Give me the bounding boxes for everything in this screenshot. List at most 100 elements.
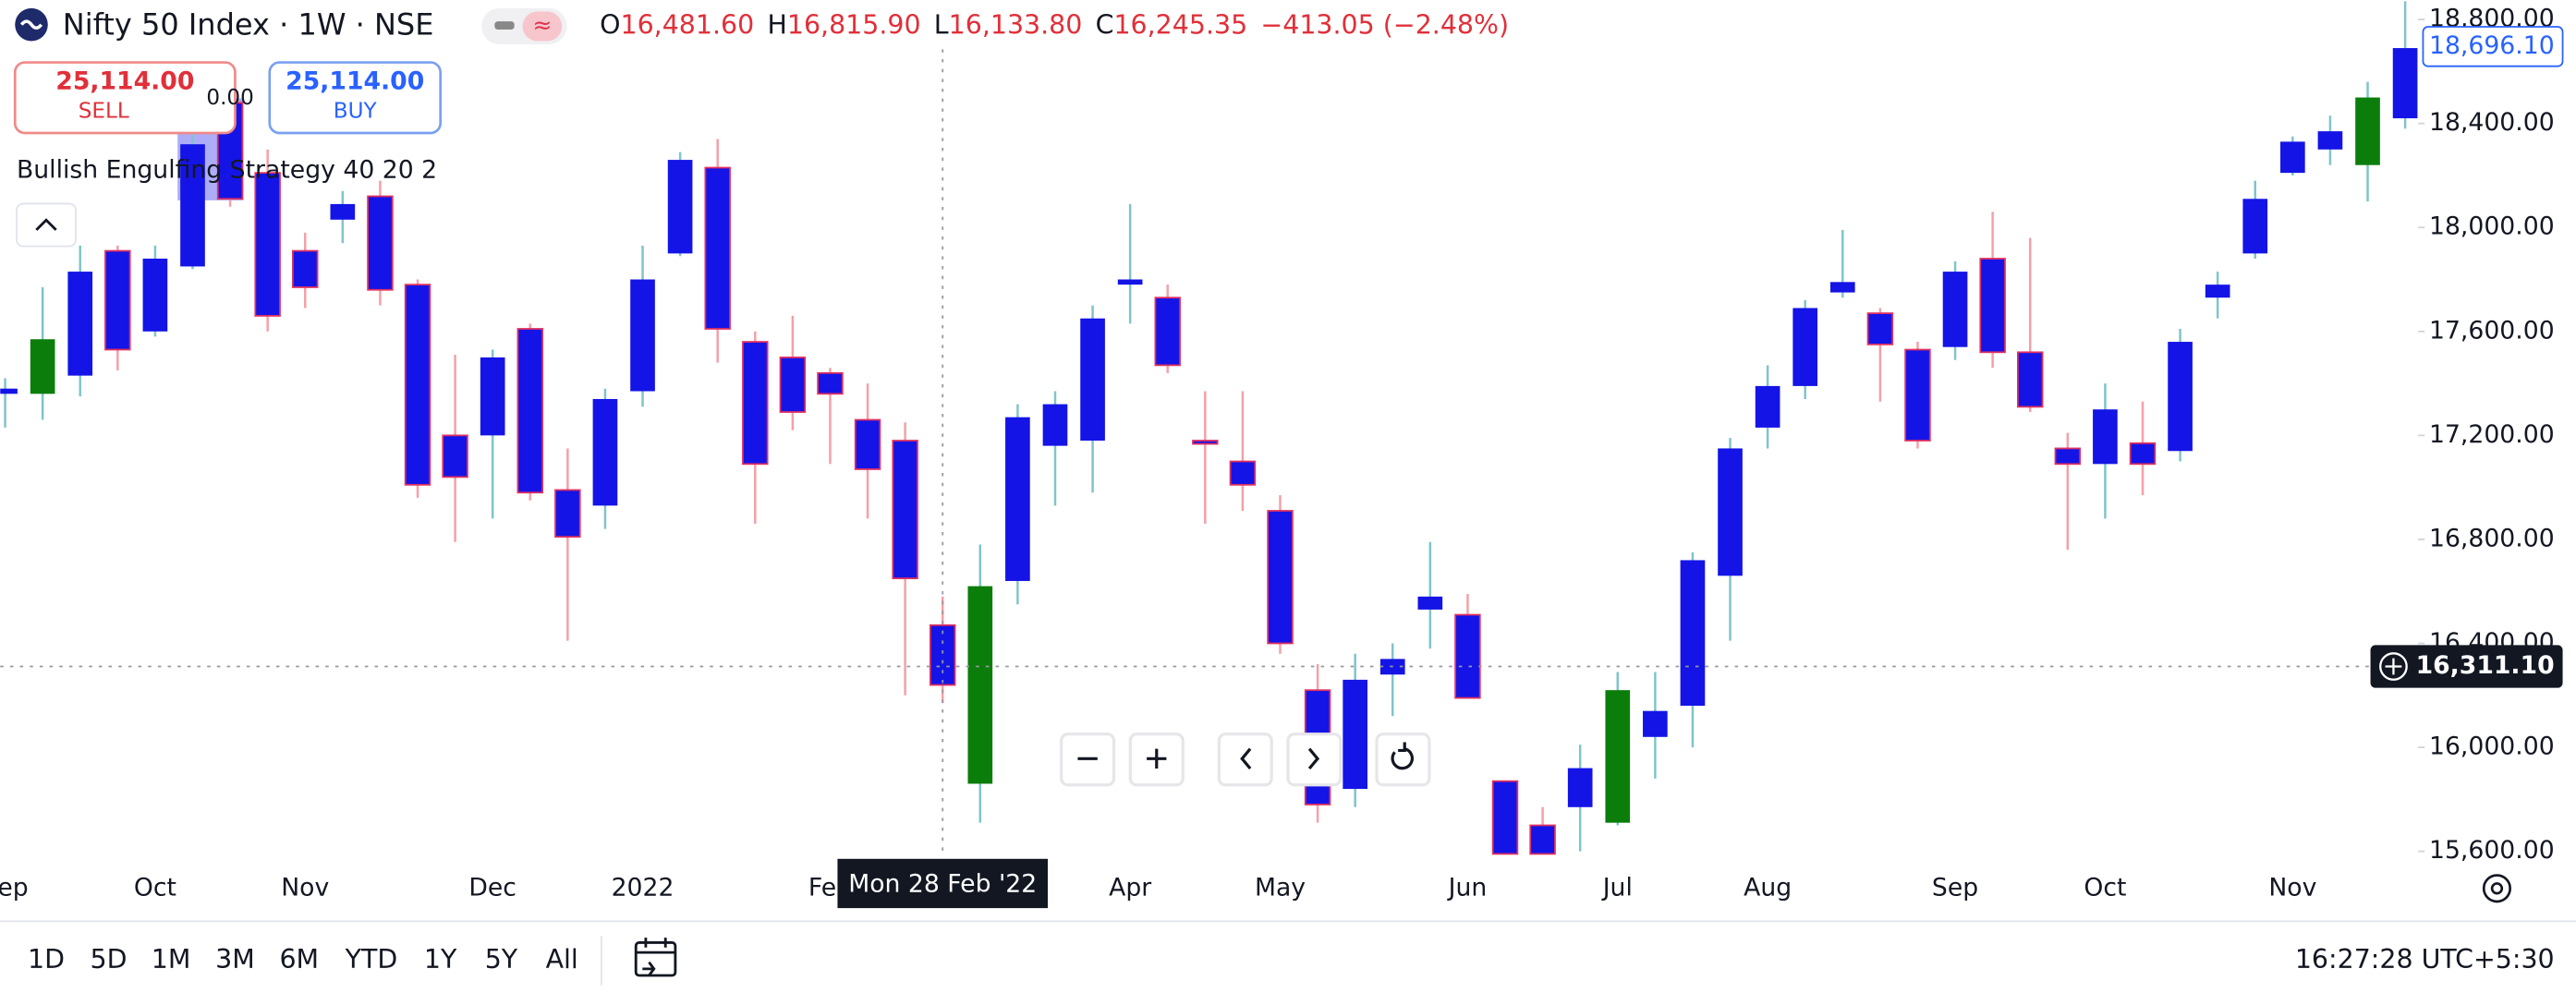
x-tick-label: Sep [1932,873,1978,902]
candle-body [2168,342,2193,452]
timeframe-button[interactable]: 1Y [424,944,457,975]
buy-price: 25,114.00 [286,67,424,95]
candle-body [779,357,807,413]
toggle-glyph: ≈ [532,11,552,38]
reset-view[interactable] [1375,733,1431,787]
timeframe-bar: 1D 5D 1M 3M 6M YTD 1Y 5Y All [28,944,578,975]
x-tick-label: Jul [1601,873,1633,902]
x-tick-label: Oct [2084,873,2126,902]
y-tick-label: 16,000.00 [2429,733,2555,761]
date-range-icon[interactable] [634,938,677,977]
sell-label: SELL [79,99,129,123]
timeframe-button[interactable]: YTD [345,944,398,975]
x-tick-label: Nov [2268,873,2316,902]
timeframe-button[interactable]: 5Y [485,944,518,975]
ohlc-key: L [934,9,949,40]
left-icon [1240,747,1252,770]
add-alert [2379,652,2408,681]
ohlc-key: H [767,9,786,40]
crosshair-date: Mon 28 Feb '22 [848,870,1037,899]
candle-body [367,195,394,291]
crosshair-price-box [2370,645,2563,688]
ohlc-change: −413.05 (−2.48%) [1260,9,1509,40]
strategy-label[interactable]: Bullish Engulfing Strategy 40 20 2 [17,155,437,184]
candle-body [1792,308,1818,386]
candle-body [1979,258,2006,354]
axis-settings-dot [2490,882,2504,895]
candle-body [404,284,431,486]
candle-body [1866,312,1894,345]
x-tick-label: 2022 [612,873,674,902]
candle-body [1454,613,1481,699]
axis-settings[interactable] [2482,874,2511,903]
timeframe-button[interactable]: 1D [28,944,65,975]
ohlc-value: 16,815.90 [787,9,921,40]
candle-body [1567,768,1593,807]
candle-body [967,586,993,784]
timeframe-button[interactable]: 1M [152,944,191,975]
ohlc-readout: O16,481.60 H16,815.90 L16,133.80 C16,245.35… [600,9,1509,40]
sell-price: 25,114.00 [55,67,194,95]
y-tick-label: 18,000.00 [2429,212,2555,241]
ohlc-value: 16,481.60 [621,9,755,40]
timeframe-button[interactable]: 3M [215,944,255,975]
candle-body [67,272,93,376]
timeframe-button[interactable]: 6M [279,944,319,975]
candle-body [742,341,769,466]
scroll-left[interactable] [1217,733,1273,787]
candle-body [2205,285,2230,298]
candle-body [1718,448,1743,576]
candle-body [1229,460,1257,486]
candle-body [254,172,281,317]
candle-body [667,160,693,254]
candle-body [2242,199,2268,254]
reset-icon [1391,742,1414,770]
timeframe-button[interactable]: All [546,944,578,975]
clock[interactable]: 16:27:28 UTC+5:30 [2295,944,2555,975]
candle-body [2054,447,2082,466]
y-tick-label: 16,800.00 [2429,524,2555,552]
candle-body [292,249,319,288]
candle-body [2129,442,2157,466]
calendar-icon [634,941,677,977]
logo-glyph [19,19,43,30]
scroll-right[interactable] [1286,733,1343,787]
candle-body [1755,385,1780,428]
candle-body [704,166,731,330]
candle-body [630,279,655,392]
x-tick-label: Nov [281,873,329,902]
candle-body [0,388,18,394]
candle-body [1491,780,1519,855]
toggle-active [522,11,563,42]
last-price: 18,696.10 [2429,31,2555,60]
candle-body [1605,690,1631,823]
y-tick-label: 17,600.00 [2429,316,2555,345]
timeframe-button[interactable]: 5D [91,944,128,975]
candle-body [1192,440,1219,445]
spread: 0.00 [206,86,253,110]
candle-body [2355,97,2380,165]
ohlc-key: C [1096,9,1114,40]
candle-body [1267,510,1294,645]
collapse-button[interactable] [16,202,77,248]
candle-body [2280,141,2305,174]
ohlc-value: 16,245.35 [1113,9,1247,40]
candle-body [1005,417,1030,581]
x-tick-label: Sep [0,873,29,902]
sell-button[interactable] [13,61,237,135]
candle-body [892,440,918,580]
last-price-box [2422,26,2564,67]
calendar-detail [636,938,675,976]
candle-body [854,418,881,470]
candle-body [2317,131,2343,150]
symbol-title[interactable]: Nifty 50 Index · 1W · NSE [63,6,434,42]
buy-button[interactable] [268,61,442,135]
candle-body [1417,596,1443,610]
candle-body [480,357,505,436]
plot-area [0,1,2418,855]
candle-body [1343,679,1368,790]
candle-body [1680,560,1706,707]
candle-body [180,144,205,267]
plus-icon [1147,748,1167,769]
